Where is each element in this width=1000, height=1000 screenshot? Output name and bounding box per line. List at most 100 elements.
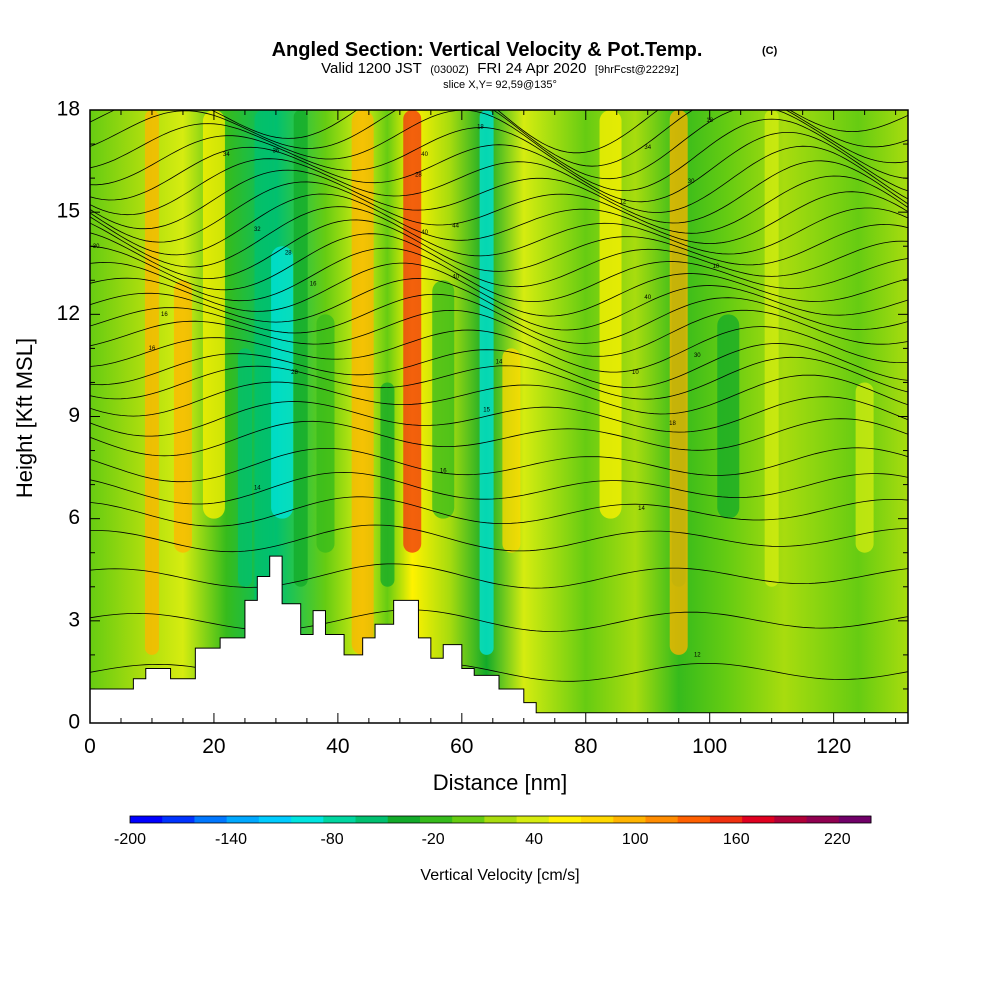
contour-label: 15 bbox=[483, 407, 490, 413]
velocity-band bbox=[855, 382, 874, 553]
colorbar-cell bbox=[516, 816, 550, 823]
contour-label: 30 bbox=[694, 353, 701, 359]
theta-contour bbox=[90, 563, 908, 589]
colorbar-cell bbox=[838, 816, 872, 823]
theta-contour bbox=[90, 396, 908, 437]
colorbar-cell bbox=[677, 816, 711, 823]
theta-contour bbox=[90, 233, 908, 291]
colorbar-label: Vertical Velocity [cm/s] bbox=[420, 867, 579, 884]
colorbar-ticks: -200 -140 -80 -20 40 100 160 220 bbox=[114, 831, 851, 848]
contour-label: 44 bbox=[452, 223, 459, 229]
theta-contour bbox=[90, 609, 908, 632]
theta-contour bbox=[90, 219, 908, 280]
theta-contour bbox=[90, 175, 908, 243]
velocity-band bbox=[717, 314, 740, 519]
velocity-band bbox=[351, 110, 374, 655]
contour-label: 28 bbox=[285, 251, 292, 257]
velocity-band bbox=[380, 382, 395, 587]
colorbar-cell bbox=[291, 816, 324, 823]
theta-contour bbox=[90, 110, 908, 167]
contour-label: 16 bbox=[161, 312, 168, 318]
theta-contour bbox=[90, 293, 908, 344]
colorbar-cell bbox=[162, 816, 195, 823]
contour-label: 30 bbox=[93, 244, 100, 250]
theta-contour bbox=[90, 132, 908, 203]
contour-label: 36 bbox=[273, 148, 280, 154]
theta-contour bbox=[90, 524, 908, 553]
colorbar-cell bbox=[548, 816, 582, 823]
y-tick-label: 3 bbox=[68, 608, 80, 631]
velocity-band bbox=[173, 280, 192, 553]
contour-label: 14 bbox=[638, 506, 645, 512]
colorbar-tick-label: 100 bbox=[622, 831, 649, 848]
theta-contour bbox=[90, 374, 908, 417]
colorbar-cell bbox=[581, 816, 614, 823]
theta-contour bbox=[90, 326, 908, 373]
colorbar bbox=[129, 815, 872, 824]
colorbar-cell bbox=[258, 816, 292, 823]
colorbar-cell bbox=[613, 816, 646, 823]
contour-label: 12 bbox=[620, 200, 627, 206]
colorbar-cell bbox=[806, 816, 840, 823]
theta-contour bbox=[90, 356, 908, 400]
plot-area: 30 16 16 34 36 32 28 16 28 14 40 28 40 44 40 18 14 15 16 34… bbox=[90, 110, 908, 723]
contour-label: 18 bbox=[477, 125, 484, 131]
theta-contour bbox=[90, 145, 908, 216]
colorbar-cell bbox=[452, 816, 485, 823]
colorbar-cell bbox=[130, 816, 163, 823]
colorbar-cell bbox=[484, 816, 518, 823]
contour-label: 34 bbox=[223, 152, 230, 158]
velocity-band bbox=[144, 110, 159, 655]
contour-label: 40 bbox=[421, 152, 428, 158]
theta-contour-labels: 30 16 16 34 36 32 28 16 28 14 40 28 40 44 40 18 14 15 16 34… bbox=[93, 118, 720, 659]
contour-label: 10 bbox=[713, 264, 720, 270]
contour-label: 28 bbox=[415, 172, 422, 178]
velocity-band bbox=[237, 348, 252, 587]
contour-label: 28 bbox=[291, 370, 298, 376]
velocity-features bbox=[144, 110, 874, 655]
velocity-band bbox=[669, 110, 688, 655]
theta-contour bbox=[90, 160, 908, 230]
colorbar-tick-label: -20 bbox=[422, 831, 445, 848]
valid-date: FRI 24 Apr 2020 bbox=[477, 60, 586, 77]
contour-label: 14 bbox=[496, 360, 503, 366]
theta-contour bbox=[90, 418, 908, 457]
velocity-band bbox=[502, 348, 521, 553]
velocity-band bbox=[316, 314, 335, 553]
x-tick-label: 100 bbox=[692, 735, 727, 758]
y-axis-label: Height [Kft MSL] bbox=[12, 338, 37, 498]
valid-prefix: Valid 1200 JST bbox=[321, 60, 422, 77]
colorbar-tick-label: 220 bbox=[824, 831, 851, 848]
y-tick-label: 15 bbox=[57, 200, 80, 223]
theta-contour bbox=[90, 471, 908, 505]
velocity-band bbox=[293, 110, 308, 587]
slice-info: slice X,Y= 92,59@135° bbox=[443, 79, 557, 91]
y-tick-label: 9 bbox=[68, 404, 80, 427]
theta-contour bbox=[90, 247, 908, 302]
colorbar-cell bbox=[387, 816, 421, 823]
colorbar-cell bbox=[323, 816, 357, 823]
colorbar-cell bbox=[419, 816, 453, 823]
chart-title: Angled Section: Vertical Velocity & Pot.… bbox=[272, 39, 703, 61]
theta-contour bbox=[90, 309, 908, 357]
colorbar-cell bbox=[194, 816, 228, 823]
contour-label: 40 bbox=[452, 274, 459, 280]
colorbar-cell bbox=[355, 816, 389, 823]
colorbar-tick-label: 160 bbox=[723, 831, 750, 848]
y-tick-label: 12 bbox=[57, 302, 80, 325]
x-tick-label: 60 bbox=[450, 735, 473, 758]
contour-label: 16 bbox=[440, 469, 447, 475]
valid-line: Valid 1200 JST (0300Z) FRI 24 Apr 2020 [… bbox=[321, 60, 679, 77]
colorbar-cell bbox=[645, 816, 679, 823]
theta-contour bbox=[90, 496, 908, 527]
contour-label: 32 bbox=[254, 227, 261, 233]
colorbar-frame bbox=[129, 815, 872, 824]
x-axis-label: Distance [nm] bbox=[433, 770, 568, 795]
x-axis-ticks: 0 20 40 60 80 100 120 bbox=[84, 110, 897, 758]
colorbar-cell bbox=[709, 816, 743, 823]
contour-label: 18 bbox=[669, 421, 676, 427]
velocity-band bbox=[479, 110, 494, 655]
contour-label: 30 bbox=[688, 179, 695, 185]
